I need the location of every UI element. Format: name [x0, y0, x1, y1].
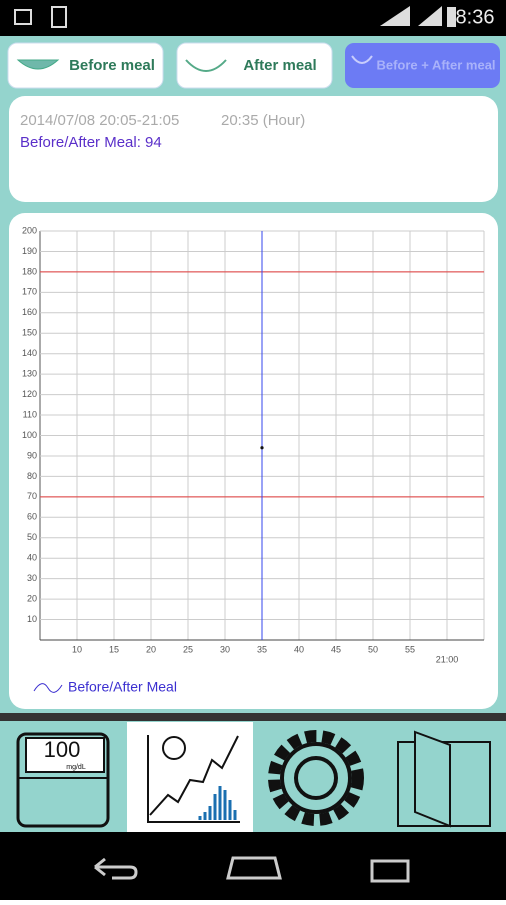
x-tick-label: 10: [72, 644, 82, 654]
y-tick-label: 130: [22, 369, 37, 379]
y-tick-label: 110: [23, 409, 37, 419]
y-tick-label: 190: [22, 246, 37, 256]
book-page: [414, 730, 451, 828]
system-nav: [0, 832, 506, 900]
x-tick-label: 30: [220, 644, 230, 654]
gear-ring: [280, 742, 352, 814]
y-tick-label: 90: [27, 450, 37, 460]
meter-value: 100: [44, 737, 81, 762]
y-tick-label: 20: [27, 593, 37, 603]
y-tick-label: 200: [22, 225, 37, 235]
battery-icon: [447, 7, 456, 27]
y-tick-label: 40: [27, 553, 37, 563]
y-tick-label: 160: [22, 307, 37, 317]
tab-icon: [185, 59, 227, 72]
x-tick-label: 15: [109, 644, 119, 654]
nav-settings[interactable]: [268, 730, 364, 826]
nav-graph[interactable]: [147, 735, 240, 823]
chart: 10 20 30 40 50 60 70 80 90 100 110 120 130 140 150 160 1…: [22, 225, 485, 695]
meter-body: [16, 732, 110, 828]
y-tick-label: 180: [22, 266, 37, 276]
y-tick-label: 10: [27, 614, 37, 624]
meter-unit: mg/dL: [66, 764, 86, 771]
graph-line: [149, 735, 239, 816]
status-bar: [0, 0, 506, 36]
info-range: 2014/07/08 20:05-21:05: [20, 112, 179, 129]
x-tick-label: 55: [405, 644, 415, 654]
tab[interactable]: [7, 42, 164, 89]
legend-swatch: [33, 683, 63, 693]
x-tick-label: 20: [146, 644, 156, 654]
y-tick-label: 70: [27, 491, 37, 501]
tab-label: Before + After meal: [376, 57, 495, 72]
graph-bars: [198, 786, 237, 820]
gear-hole: [294, 756, 338, 800]
tab[interactable]: [176, 42, 333, 89]
back-button[interactable]: [94, 857, 138, 880]
y-tick-label: 150: [22, 328, 37, 338]
tab-label: Before meal: [69, 57, 155, 74]
nav-meter[interactable]: 100 mg/dL: [16, 732, 110, 828]
y-tick-label: 100: [22, 430, 37, 440]
status-icon: [51, 6, 67, 28]
tab-icon: [351, 55, 373, 64]
nav-book[interactable]: [397, 730, 491, 828]
y-tick-label: 50: [27, 532, 37, 542]
divider: [0, 713, 506, 721]
x-tick-label: 21:00: [436, 654, 459, 664]
x-tick-label: 35: [257, 644, 267, 654]
tab-selected[interactable]: [345, 43, 500, 88]
info-reading: Before/After Meal: 94: [20, 134, 162, 151]
chart-card: [9, 213, 498, 709]
y-tick-label: 120: [22, 389, 37, 399]
y-tick-label: 140: [22, 348, 37, 358]
x-tick-label: 50: [368, 644, 378, 654]
legend-label: Before/After Meal: [68, 679, 177, 695]
meter-screen: [25, 737, 105, 773]
y-tick-label: 80: [27, 471, 37, 481]
clock: 8:36: [456, 6, 495, 28]
clock-icon: [162, 736, 186, 760]
y-tick-label: 60: [27, 512, 37, 522]
wifi-icon: [380, 6, 410, 26]
gear-teeth: [268, 730, 364, 826]
recents-button[interactable]: [370, 859, 410, 883]
info-card: [9, 96, 498, 202]
x-tick-label: 25: [183, 644, 193, 654]
tab-icon: [16, 59, 60, 70]
graph-axes: [147, 735, 240, 823]
x-tick-label: 45: [331, 644, 341, 654]
info-hour: 20:35 (Hour): [221, 112, 305, 129]
y-tick-label: 30: [27, 573, 37, 583]
point: [260, 446, 264, 450]
y-tick-label: 170: [22, 287, 37, 297]
signal-icon: [418, 6, 442, 26]
tab-label: After meal: [243, 57, 316, 74]
home-button[interactable]: [226, 856, 282, 880]
x-tick-label: 40: [294, 644, 304, 654]
status-icon: [14, 9, 32, 25]
